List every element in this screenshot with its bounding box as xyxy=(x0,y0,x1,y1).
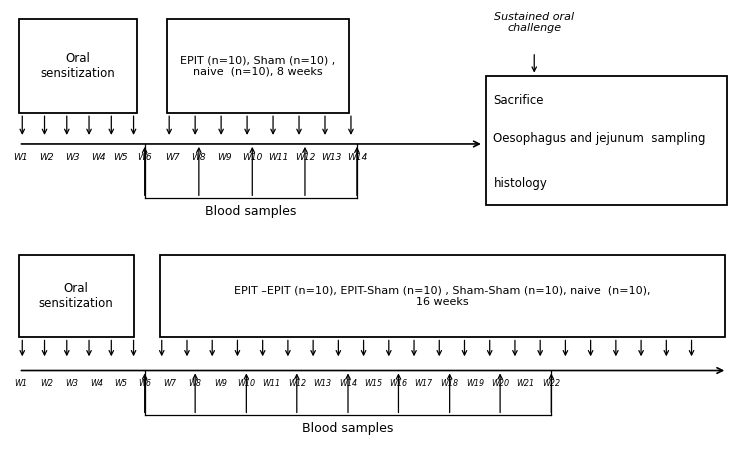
Text: W5: W5 xyxy=(114,153,128,162)
Text: Oral
sensitization: Oral sensitization xyxy=(41,52,115,80)
Text: W9: W9 xyxy=(214,379,227,388)
Bar xyxy=(160,255,725,337)
Text: W10: W10 xyxy=(242,153,263,162)
Text: Oesophagus and jejunum  sampling: Oesophagus and jejunum sampling xyxy=(493,132,706,145)
Bar xyxy=(167,19,349,113)
Text: W14: W14 xyxy=(339,379,357,388)
Text: Blood samples: Blood samples xyxy=(301,422,393,436)
Bar xyxy=(19,255,134,337)
Text: W20: W20 xyxy=(491,379,509,388)
Text: W7: W7 xyxy=(165,153,180,162)
Text: W14: W14 xyxy=(347,153,367,162)
Text: Oral
sensitization: Oral sensitization xyxy=(39,282,114,310)
Text: W17: W17 xyxy=(415,379,433,388)
Text: W18: W18 xyxy=(441,379,459,388)
Text: W8: W8 xyxy=(191,153,206,162)
Bar xyxy=(486,76,727,205)
Text: W21: W21 xyxy=(516,379,534,388)
Text: W12: W12 xyxy=(295,153,315,162)
Text: W15: W15 xyxy=(364,379,382,388)
Text: W4: W4 xyxy=(91,153,106,162)
Text: Sustained oral
challenge: Sustained oral challenge xyxy=(494,12,574,34)
Text: W8: W8 xyxy=(188,379,202,388)
Text: W12: W12 xyxy=(288,379,306,388)
Text: W6: W6 xyxy=(138,379,151,388)
Text: W16: W16 xyxy=(390,379,407,388)
Text: W9: W9 xyxy=(217,153,232,162)
Text: Sacrifice: Sacrifice xyxy=(493,94,544,108)
Text: W11: W11 xyxy=(263,379,280,388)
Text: W1: W1 xyxy=(14,379,27,388)
Text: W1: W1 xyxy=(13,153,28,162)
Text: W5: W5 xyxy=(114,379,128,388)
Text: W3: W3 xyxy=(65,153,80,162)
Text: W13: W13 xyxy=(313,379,331,388)
Text: W2: W2 xyxy=(39,153,54,162)
Text: EPIT (n=10), Sham (n=10) ,
naive  (n=10), 8 weeks: EPIT (n=10), Sham (n=10) , naive (n=10),… xyxy=(180,55,335,77)
Text: W11: W11 xyxy=(268,153,289,162)
Text: W2: W2 xyxy=(40,379,53,388)
Text: W13: W13 xyxy=(321,153,341,162)
Text: histology: histology xyxy=(493,177,548,190)
Text: W3: W3 xyxy=(65,379,79,388)
Text: W4: W4 xyxy=(91,379,104,388)
Text: W6: W6 xyxy=(137,153,152,162)
Text: Blood samples: Blood samples xyxy=(205,205,297,219)
Text: W7: W7 xyxy=(163,379,177,388)
Bar xyxy=(19,19,137,113)
Text: W19: W19 xyxy=(466,379,484,388)
Text: W22: W22 xyxy=(542,379,560,388)
Text: EPIT –EPIT (n=10), EPIT-Sham (n=10) , Sham-Sham (n=10), naive  (n=10),
16 weeks: EPIT –EPIT (n=10), EPIT-Sham (n=10) , Sh… xyxy=(234,286,651,307)
Text: W10: W10 xyxy=(237,379,255,388)
